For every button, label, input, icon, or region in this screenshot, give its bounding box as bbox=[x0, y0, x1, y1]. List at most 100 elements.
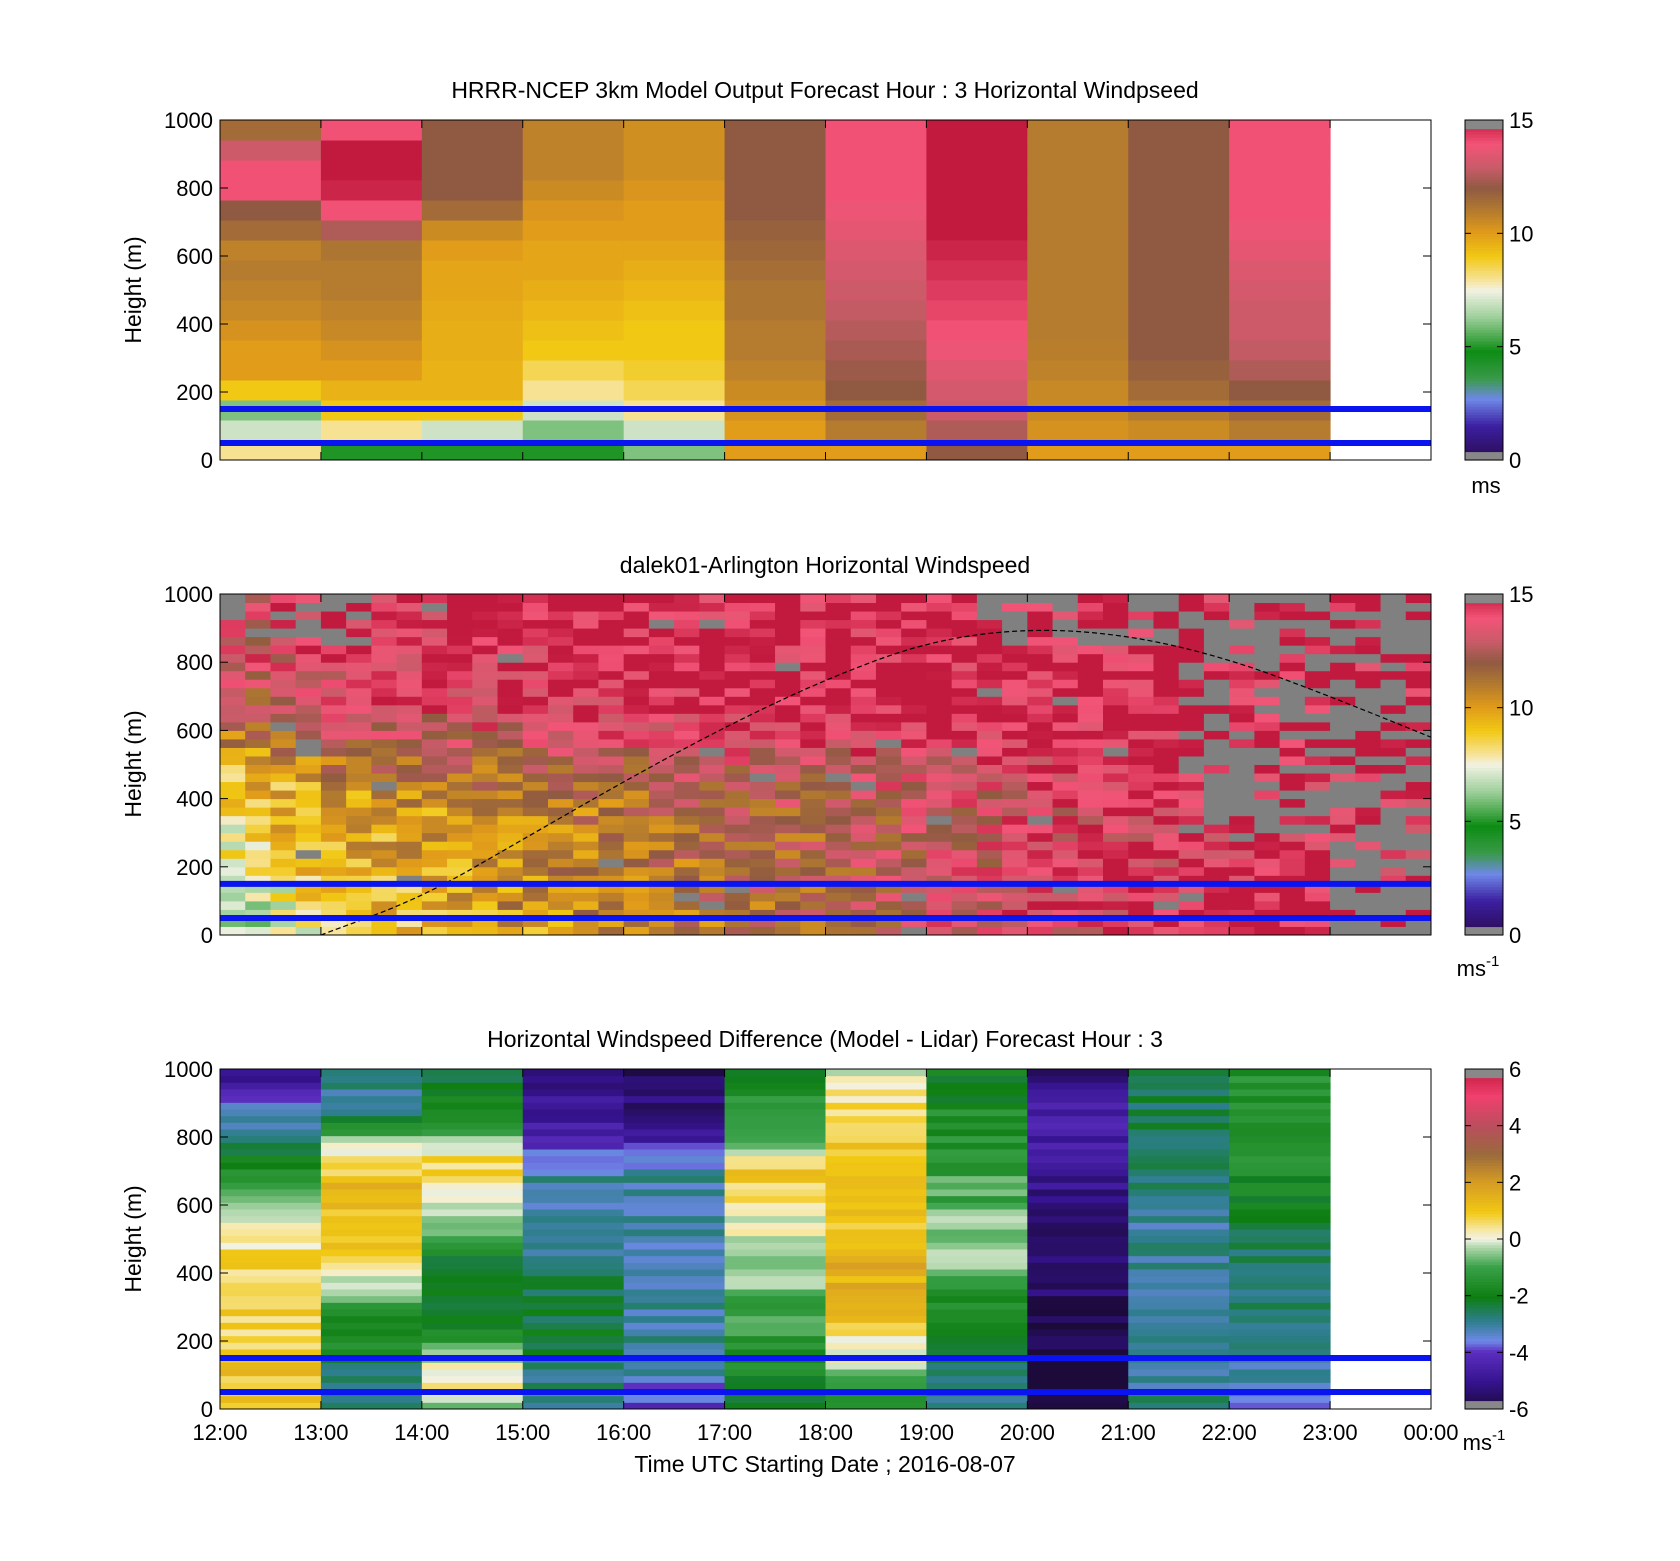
heatmap-cell bbox=[1229, 824, 1255, 834]
colorbar-band bbox=[1465, 400, 1503, 404]
heatmap-cell bbox=[623, 1175, 726, 1183]
heatmap-cell bbox=[245, 645, 271, 655]
heatmap-cell bbox=[421, 1269, 524, 1277]
heatmap-cell bbox=[1229, 628, 1255, 638]
heatmap-cell bbox=[295, 824, 322, 834]
heatmap-cell bbox=[623, 280, 726, 301]
heatmap-cell bbox=[1103, 636, 1129, 646]
heatmap-cell bbox=[1229, 1195, 1331, 1203]
heatmap-cell bbox=[1027, 1315, 1129, 1323]
heatmap-cell bbox=[775, 721, 801, 731]
heatmap-cell bbox=[522, 738, 549, 748]
heatmap-cell bbox=[598, 866, 625, 876]
heatmap-cell bbox=[573, 704, 599, 714]
heatmap-cell bbox=[320, 900, 347, 910]
heatmap-cell bbox=[623, 807, 650, 817]
heatmap-cell bbox=[825, 892, 852, 902]
heatmap-cell bbox=[699, 832, 726, 842]
heatmap-cell bbox=[1279, 730, 1306, 740]
heatmap-cell bbox=[1103, 713, 1129, 723]
heatmap-cell bbox=[220, 738, 246, 748]
colorbar-band bbox=[1465, 281, 1503, 285]
heatmap-cell bbox=[724, 790, 751, 800]
heatmap-cell bbox=[1203, 704, 1230, 714]
heatmap-cell bbox=[1203, 594, 1230, 604]
heatmap-cell bbox=[951, 832, 978, 842]
heatmap-cell bbox=[1027, 594, 1054, 604]
heatmap-cell bbox=[547, 747, 574, 757]
heatmap-cell bbox=[800, 807, 826, 817]
colorbar-band bbox=[1465, 1358, 1503, 1362]
heatmap-cell bbox=[1153, 815, 1180, 825]
heatmap-cell bbox=[1279, 602, 1306, 612]
heatmap-cell bbox=[1380, 815, 1407, 825]
heatmap-cell bbox=[346, 628, 372, 638]
heatmap-cell bbox=[800, 917, 826, 927]
heatmap-cell bbox=[573, 866, 599, 876]
heatmap-cell bbox=[1052, 790, 1079, 800]
heatmap-cell bbox=[1128, 1335, 1230, 1343]
heatmap-cell bbox=[875, 909, 902, 919]
heatmap-cell bbox=[901, 798, 927, 808]
heatmap-cell bbox=[396, 892, 423, 902]
heatmap-cell bbox=[1254, 594, 1281, 604]
heatmap-cell bbox=[1229, 721, 1255, 731]
heatmap-cell bbox=[421, 1255, 524, 1263]
panel-model: HRRR-NCEP 3km Model Output Forecast Hour… bbox=[120, 77, 1533, 498]
heatmap-cell bbox=[320, 1395, 423, 1403]
heatmap-cell bbox=[724, 1335, 826, 1343]
heatmap-cell bbox=[371, 807, 398, 817]
colorbar-band bbox=[1465, 386, 1503, 390]
heatmap-cell bbox=[522, 1109, 625, 1117]
colorbar-band bbox=[1465, 1165, 1503, 1169]
heatmap-cell bbox=[1027, 781, 1054, 791]
heatmap-cell bbox=[699, 653, 726, 663]
heatmap-cell bbox=[749, 747, 776, 757]
heatmap-cell bbox=[447, 747, 473, 757]
heatmap-cell bbox=[1052, 764, 1079, 774]
heatmap-cell bbox=[1254, 926, 1281, 935]
heatmap-cell bbox=[976, 662, 1003, 672]
heatmap-cell bbox=[749, 909, 776, 919]
heatmap-cell bbox=[1229, 636, 1255, 646]
heatmap-cell bbox=[573, 900, 599, 910]
heatmap-cell bbox=[1103, 662, 1129, 672]
heatmap-cell bbox=[421, 1275, 524, 1283]
x-tick-label: 18:00 bbox=[798, 1420, 853, 1445]
heatmap-cell bbox=[1229, 926, 1255, 935]
heatmap-cell bbox=[472, 858, 499, 868]
heatmap-cell bbox=[825, 883, 852, 893]
heatmap-cell bbox=[320, 1282, 423, 1290]
heatmap-cell bbox=[976, 679, 1003, 689]
colorbar-band bbox=[1465, 392, 1503, 396]
heatmap-cell bbox=[472, 798, 499, 808]
heatmap-cell bbox=[1229, 1322, 1331, 1330]
colorbar-band bbox=[1465, 394, 1503, 399]
heatmap-cell bbox=[926, 773, 953, 783]
heatmap-cell bbox=[1002, 721, 1028, 731]
heatmap-cell bbox=[850, 738, 877, 748]
heatmap-cell bbox=[220, 645, 246, 655]
heatmap-cell bbox=[320, 1375, 423, 1383]
x-tick-label: 15:00 bbox=[495, 1420, 550, 1445]
heatmap-cell bbox=[421, 594, 448, 604]
heatmap-cell bbox=[522, 1269, 625, 1277]
colorbar-band bbox=[1465, 1394, 1503, 1399]
heatmap-cell bbox=[1380, 875, 1407, 885]
heatmap-cell bbox=[573, 628, 599, 638]
heatmap-cell bbox=[245, 900, 271, 910]
heatmap-cell bbox=[1027, 1095, 1129, 1103]
colorbar-band bbox=[1465, 795, 1503, 800]
heatmap-cell bbox=[699, 738, 726, 748]
heatmap-cell bbox=[522, 721, 549, 731]
heatmap-cell bbox=[371, 653, 398, 663]
heatmap-cell bbox=[1178, 653, 1205, 663]
heatmap-cell bbox=[1052, 824, 1079, 834]
colorbar-band bbox=[1465, 883, 1503, 888]
heatmap-cell bbox=[220, 180, 322, 201]
heatmap-cell bbox=[699, 926, 726, 935]
heatmap-cell bbox=[1330, 662, 1356, 672]
colorbar-band bbox=[1465, 1224, 1503, 1229]
heatmap-cell bbox=[951, 858, 978, 868]
